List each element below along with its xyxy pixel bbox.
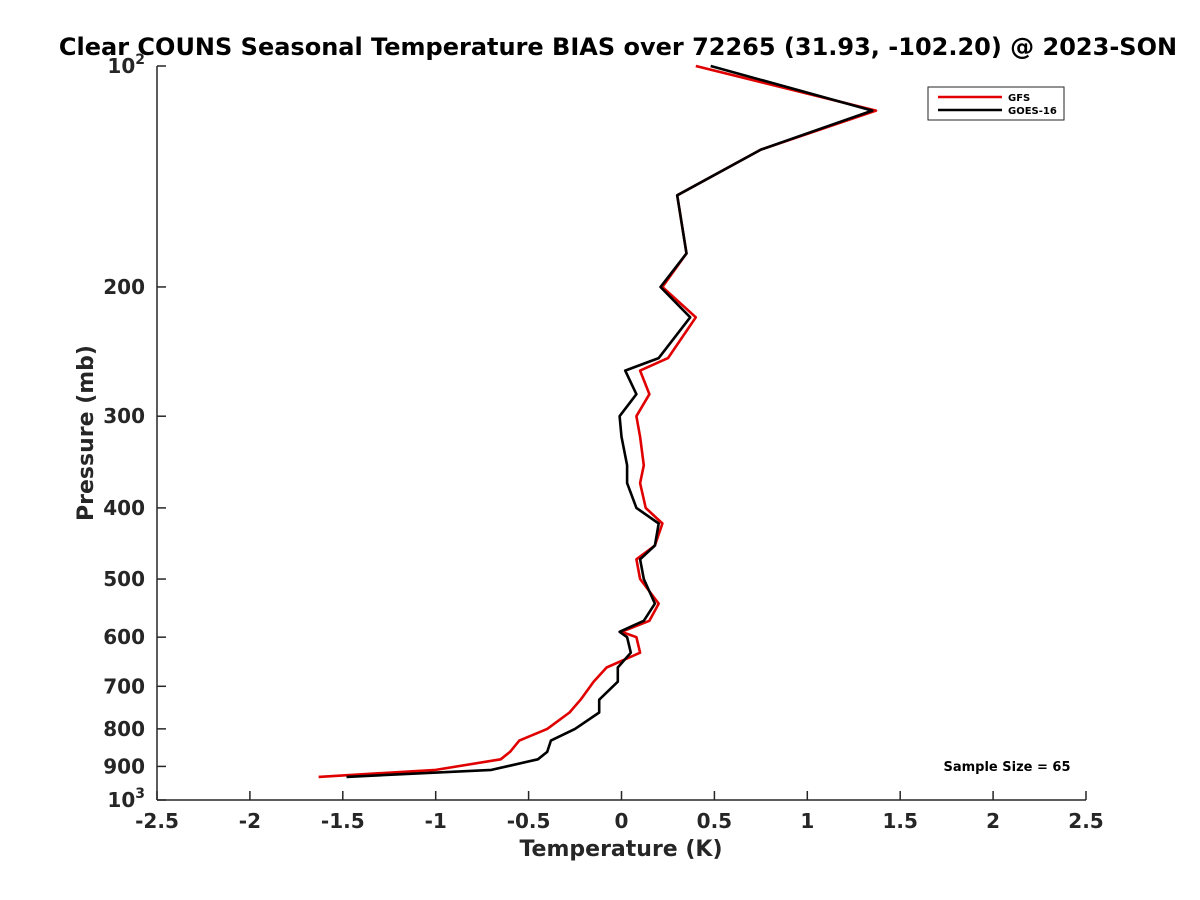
y-tick-exponent: 2 (135, 52, 145, 68)
x-tick-label: -0.5 (507, 809, 551, 833)
y-tick-label: 900 (103, 754, 145, 778)
series-line-goes-16 (346, 64, 874, 779)
legend-label: GOES-16 (1008, 106, 1057, 117)
y-tick-base: 10 (107, 54, 135, 78)
legend-box (927, 86, 1065, 121)
legend: GFS GOES-16 (927, 86, 1065, 121)
x-tick-label: -1.5 (321, 809, 365, 833)
y-tick-label: 103 (107, 786, 145, 812)
y-axis-label: Pressure (mb) (74, 345, 99, 521)
x-tick-label: -2 (239, 809, 261, 833)
x-tick-label: 0 (615, 809, 629, 833)
x-tick-label: 2.5 (1068, 809, 1103, 833)
y-tick-base: 10 (107, 788, 135, 812)
x-tick-label: 2 (986, 809, 1000, 833)
y-tick-label: 102 (107, 52, 145, 78)
x-tick-label: 1.5 (882, 809, 917, 833)
legend-entries: GFS GOES-16 (938, 93, 1057, 117)
series-layer (318, 64, 878, 779)
y-tick-label: 200 (103, 275, 145, 299)
y-tick-exponent: 3 (135, 786, 145, 802)
x-tick-label: 1 (800, 809, 814, 833)
legend-label: GFS (1008, 93, 1030, 104)
sample-size-annotation: Sample Size = 65 (943, 760, 1070, 775)
y-tick-label: 400 (103, 496, 145, 520)
x-axis-label: Temperature (K) (519, 837, 722, 862)
y-tick-label: 500 (103, 567, 145, 591)
y-tick-label: 600 (103, 625, 145, 649)
x-tick-label: -2.5 (135, 809, 179, 833)
x-tick-label: 0.5 (697, 809, 732, 833)
x-ticks: -2.5 -2 -1.5 -1 -0.5 0 0.5 1 1.5 2 2.5 (135, 791, 1104, 833)
y-tick-label: 800 (103, 717, 145, 741)
x-tick-label: -1 (425, 809, 447, 833)
chart-title: Clear COUNS Seasonal Temperature BIAS ov… (59, 33, 1177, 61)
y-tick-label: 300 (103, 404, 145, 428)
y-tick-label: 700 (103, 674, 145, 698)
